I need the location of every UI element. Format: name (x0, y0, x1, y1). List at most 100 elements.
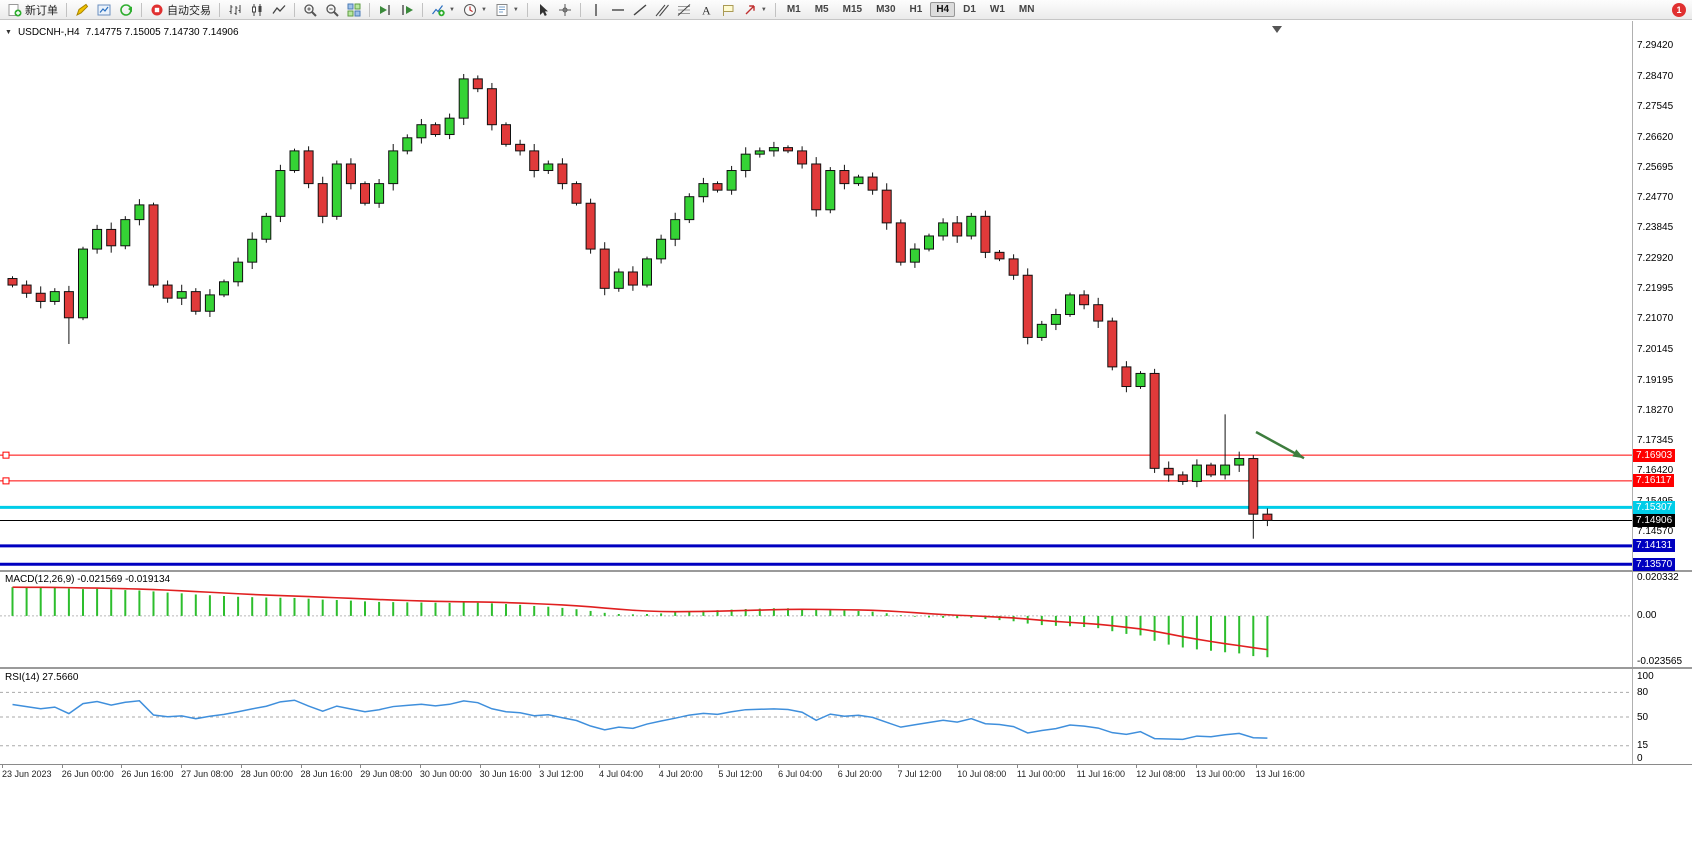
macd-panel[interactable] (0, 572, 1632, 667)
price-axis-border (1632, 21, 1633, 765)
candle-body (839, 170, 850, 185)
candle-body (63, 291, 74, 319)
arrows-button[interactable]: ▼ (739, 1, 771, 19)
candle-body (1248, 458, 1259, 515)
time-axis[interactable]: 23 Jun 2023 26 Jun 00:00 26 Jun 16:00 27 Ju… (0, 764, 1632, 782)
time-axis-label: 11 Jul 00:00 (1016, 769, 1066, 779)
text-button[interactable]: A (695, 1, 717, 19)
indicators-icon (432, 4, 445, 16)
price-axis-label: 7.19195 (1637, 374, 1674, 386)
trendline-button[interactable] (629, 1, 651, 19)
level-line-handle[interactable] (2, 477, 10, 485)
candle-body (571, 183, 582, 204)
candle-body (613, 271, 624, 289)
price-axis-label: 7.22920 (1637, 252, 1674, 264)
time-axis-tick (2, 764, 3, 768)
horizontal-line-button[interactable] (607, 1, 629, 19)
cursor-button[interactable] (532, 1, 554, 19)
toolbar: 新订单 自动交易 (0, 0, 1692, 20)
vertical-line-button[interactable] (585, 1, 607, 19)
navigator-button[interactable] (115, 1, 137, 19)
timeframe-button-m15[interactable]: M15 (842, 4, 863, 15)
symbol-period-label: USDCNH-,H4 (17, 27, 80, 38)
timeframe-button-m5[interactable]: M5 (814, 4, 829, 15)
time-axis-tick (121, 764, 123, 768)
candle-body (712, 183, 723, 191)
fibonacci-button[interactable] (673, 1, 695, 19)
candle-body (1022, 274, 1033, 338)
metaeditor-button[interactable] (71, 1, 93, 19)
alert-badge[interactable]: 1 (1672, 2, 1686, 17)
zoom-out-button[interactable] (321, 1, 343, 19)
candle-body (684, 196, 695, 221)
tile-windows-button[interactable] (343, 1, 365, 19)
price-axis-label: 7.18270 (1637, 404, 1674, 416)
chart-shift-marker[interactable] (1272, 26, 1282, 33)
periods-button[interactable]: ▼ (459, 1, 491, 19)
auto-scroll-button[interactable] (374, 1, 396, 19)
main-chart[interactable] (0, 21, 1632, 570)
price-axis-label: 7.21995 (1637, 283, 1674, 294)
ohlc-toggle-icon[interactable]: ▼ (5, 29, 12, 36)
price-tag-7.16117: 7.16117 (1633, 474, 1675, 488)
templates-button[interactable]: ▼ (491, 1, 523, 19)
candle-body (444, 117, 455, 136)
timeframe-button-d1[interactable]: D1 (963, 4, 976, 15)
ohlc-header: ▼ USDCNH-,H4 7.14775 7.15005 7.14730 7.1… (5, 27, 239, 38)
line-chart-icon (272, 4, 286, 14)
price-axis-label: 7.23845 (1637, 222, 1674, 234)
candle-body (515, 143, 526, 152)
zoom-in-button[interactable] (299, 1, 321, 19)
time-axis-label: 28 Jun 00:00 (240, 769, 293, 779)
channel-button[interactable] (651, 1, 673, 19)
indicators-button[interactable]: ▼ (427, 1, 459, 19)
candle-body (204, 294, 215, 312)
price-tag-7.14131: 7.14131 (1633, 539, 1676, 553)
cursor-icon (539, 3, 548, 16)
time-axis-label: 7 Jul 12:00 (897, 769, 942, 779)
price-axis-label: 7.28470 (1637, 71, 1674, 83)
panel-divider[interactable] (0, 667, 1692, 669)
crosshair-button[interactable] (554, 1, 576, 19)
auto-scroll-icon (380, 4, 390, 15)
timeframe-button-m1[interactable]: M1 (786, 4, 801, 15)
new-order-button[interactable]: 新订单 (4, 0, 62, 20)
candle-body (825, 170, 836, 211)
candle-body (599, 248, 610, 289)
autotrading-button[interactable]: 自动交易 (146, 0, 215, 20)
candle-body (627, 271, 638, 286)
level-line-handle[interactable] (2, 451, 10, 459)
line-chart-button[interactable] (268, 1, 290, 19)
bar-chart-button[interactable] (224, 1, 246, 19)
candle-body (543, 163, 554, 172)
chart-shift-button[interactable] (396, 1, 418, 19)
timeframe-button-w1[interactable]: W1 (989, 4, 1005, 15)
timeframe-button-m30[interactable]: M30 (876, 4, 896, 15)
market-watch-button[interactable] (93, 1, 115, 19)
candle-body (585, 202, 596, 250)
timeframe-button-h4[interactable]: H4 (930, 2, 956, 17)
metaeditor-icon (76, 3, 89, 16)
fibonacci-icon (677, 3, 691, 16)
candle-body (331, 163, 342, 217)
time-axis-tick (897, 764, 899, 768)
price-axis[interactable]: 7.29420 7.28470 7.27545 7.26620 7.25695 7.247… (1633, 21, 1692, 801)
time-axis-label: 28 Jun 16:00 (300, 769, 353, 779)
ohlc-values: 7.14775 7.15005 7.14730 7.14906 (85, 27, 239, 38)
candle-body (1163, 467, 1174, 476)
text-label-button[interactable] (717, 1, 739, 19)
bar-chart-icon (229, 4, 241, 15)
timeframe-button-mn[interactable]: MN (1018, 4, 1035, 15)
chart-window[interactable]: ▼ USDCNH-,H4 7.14775 7.15005 7.14730 7.1… (0, 21, 1692, 846)
rsi-panel[interactable] (0, 670, 1632, 764)
panel-divider[interactable] (0, 570, 1692, 572)
new-order-label: 新订单 (25, 4, 58, 17)
chevron-down-icon: ▼ (480, 6, 487, 13)
candle-body (247, 238, 258, 263)
time-axis-tick (300, 764, 302, 768)
candle-body (1065, 294, 1075, 316)
timeframe-button-h1[interactable]: H1 (909, 4, 923, 15)
candle-body (1191, 464, 1202, 482)
candlestick-chart-button[interactable] (246, 1, 268, 19)
candle-body (740, 153, 751, 172)
